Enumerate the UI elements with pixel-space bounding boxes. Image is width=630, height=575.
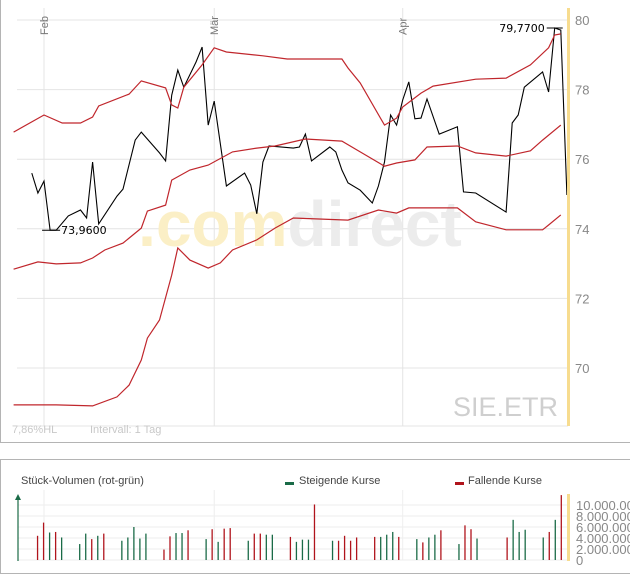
y-tick-label: 78 — [575, 83, 589, 98]
y-tick-label: 80 — [575, 13, 589, 28]
legend-rising-label: Steigende Kurse — [299, 475, 381, 487]
month-label: Apr — [398, 18, 410, 35]
volume-tick-label: 6.000.000 — [576, 520, 630, 535]
y-tick-label: 74 — [575, 222, 589, 237]
month-label: Mär — [209, 16, 221, 35]
lower-band-line — [13, 207, 562, 407]
middle-band-line — [13, 124, 562, 270]
interval-label: Intervall: 1 Tag — [90, 424, 162, 436]
volume-today-marker — [567, 494, 570, 561]
max-label: 79,7700 — [499, 22, 545, 35]
volume-tick-label: 4.000.000 — [576, 531, 630, 546]
legend-rising-swatch — [285, 482, 294, 485]
volume-tick-label: 0 — [576, 553, 583, 568]
y-tick-label: 76 — [575, 152, 589, 167]
price-chart: .comdirect SIE.ETR Feb Mär Apr 80 78 76 74 72 7… — [13, 8, 589, 427]
volume-tick-label: 2.000.000 — [576, 542, 630, 557]
y-tick-label: 70 — [575, 361, 589, 376]
symbol-label: SIE.ETR — [453, 392, 558, 422]
upper-band-line — [13, 33, 561, 133]
legend-falling-swatch — [455, 482, 464, 485]
volume-title: Stück-Volumen (rot-grün) — [21, 475, 144, 487]
month-label: Feb — [39, 16, 51, 35]
today-marker — [567, 8, 570, 426]
arrow-up-icon — [15, 494, 21, 500]
legend-falling-label: Fallende Kurse — [468, 475, 542, 487]
volume-tick-label: 8.000.000 — [576, 509, 630, 524]
watermark: .comdirect — [138, 188, 462, 260]
price-line — [31, 27, 568, 231]
min-label: 73,9600 — [61, 224, 107, 237]
volume-tick-label: 10.000.000 — [576, 498, 630, 513]
y-tick-label: 72 — [575, 291, 589, 306]
hl-percent-label: 7,86%HL — [12, 424, 58, 436]
price-chart-panel — [0, 0, 630, 443]
